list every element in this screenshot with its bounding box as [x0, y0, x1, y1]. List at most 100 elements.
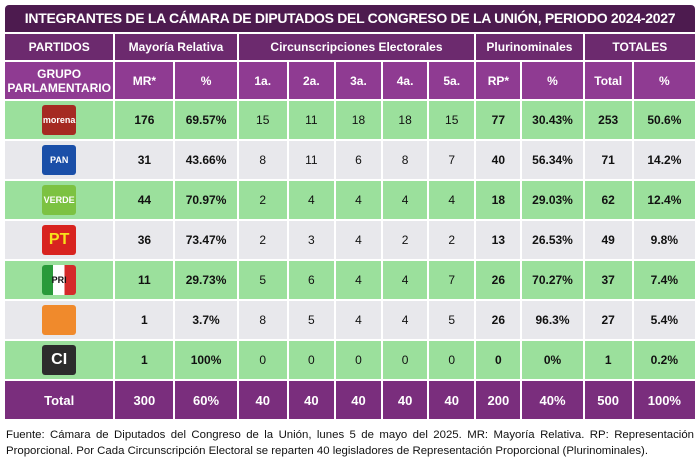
party-cell: CI	[5, 341, 114, 379]
value-cell: 26	[476, 301, 521, 339]
party-cell	[5, 301, 114, 339]
party-cell: PAN	[5, 141, 114, 179]
value-cell: 36	[115, 221, 174, 259]
value-cell: 4	[288, 181, 334, 219]
group-header-row: PARTIDOS Mayoría Relativa Circunscripcio…	[5, 34, 695, 60]
value-cell: 4	[335, 181, 382, 219]
value-cell: 11	[288, 101, 334, 139]
value-cell: 69.57%	[175, 101, 237, 139]
value-cell: 40	[476, 141, 521, 179]
value-cell: 0	[238, 341, 287, 379]
value-cell: 70.27%	[522, 261, 583, 299]
value-cell: 2	[238, 221, 287, 259]
sub-header-row: GRUPO PARLAMENTARIO MR*% 1a. 2a. 3a. 4a. 5a. RP…	[5, 62, 695, 99]
sub-header-cell: 1a.	[238, 62, 287, 99]
value-cell: 4	[429, 181, 475, 219]
value-cell: 4	[383, 261, 428, 299]
header-mayoria: Mayoría Relativa	[115, 34, 237, 60]
value-cell: 7	[429, 261, 475, 299]
value-cell: 77	[476, 101, 521, 139]
value-cell: 11	[115, 261, 174, 299]
total-value-cell: 60%	[175, 381, 237, 419]
value-cell: 18	[383, 101, 428, 139]
table-row: CI 1 100% 0 0 0 0 0 0 0% 1 0.2%	[5, 341, 695, 379]
table-row: 1 3.7% 8 5 4 4 5 26 96.3% 27 5.4%	[5, 301, 695, 339]
value-cell: 30.43%	[522, 101, 583, 139]
sub-header-cell: RP*	[476, 62, 521, 99]
total-value-cell: 300	[115, 381, 174, 419]
sub-header-cell: GRUPO PARLAMENTARIO	[5, 62, 114, 99]
value-cell: 3	[288, 221, 334, 259]
verde-logo-icon: VERDE	[42, 185, 77, 215]
value-cell: 70.97%	[175, 181, 237, 219]
value-cell: 9.8%	[633, 221, 695, 259]
table-row: PRI 11 29.73% 5 6 4 4 7 26 70.27% 37 7.4%	[5, 261, 695, 299]
value-cell: 31	[115, 141, 174, 179]
value-cell: 44	[115, 181, 174, 219]
value-cell: 50.6%	[633, 101, 695, 139]
header-plurinominales: Plurinominales	[476, 34, 583, 60]
value-cell: 2	[238, 181, 287, 219]
value-cell: 71	[584, 141, 632, 179]
total-value-cell: 100%	[633, 381, 695, 419]
total-label: Total	[5, 381, 114, 419]
party-cell: PRI	[5, 261, 114, 299]
value-cell: 253	[584, 101, 632, 139]
value-cell: 73.47%	[175, 221, 237, 259]
sub-header-cell: 5a.	[429, 62, 475, 99]
party-cell: VERDE	[5, 181, 114, 219]
sub-header-cell: %	[522, 62, 583, 99]
value-cell: 15	[238, 101, 287, 139]
value-cell: 27	[584, 301, 632, 339]
value-cell: 56.34%	[522, 141, 583, 179]
value-cell: 7	[429, 141, 475, 179]
value-cell: 62	[584, 181, 632, 219]
value-cell: 26	[476, 261, 521, 299]
value-cell: 2	[383, 221, 428, 259]
value-cell: 6	[288, 261, 334, 299]
value-cell: 11	[288, 141, 334, 179]
total-value-cell: 500	[584, 381, 632, 419]
value-cell: 0	[476, 341, 521, 379]
value-cell: 12.4%	[633, 181, 695, 219]
value-cell: 8	[238, 141, 287, 179]
value-cell: 1	[584, 341, 632, 379]
value-cell: 100%	[175, 341, 237, 379]
value-cell: 15	[429, 101, 475, 139]
value-cell: 2	[429, 221, 475, 259]
header-circunscripciones: Circunscripciones Electorales	[238, 34, 475, 60]
value-cell: 4	[383, 181, 428, 219]
party-cell: morena	[5, 101, 114, 139]
pt-logo-icon: PT	[42, 225, 77, 255]
total-value-cell: 40	[335, 381, 382, 419]
total-value-cell: 40	[238, 381, 287, 419]
total-row: Total 300 60% 40 40 40 40 40 200 40% 500 100%	[5, 381, 695, 419]
value-cell: 13	[476, 221, 521, 259]
sub-header-cell: 2a.	[288, 62, 334, 99]
table-row: PT 36 73.47% 2 3 4 2 2 13 26.53% 49 9.8%	[5, 221, 695, 259]
value-cell: 37	[584, 261, 632, 299]
total-value-cell: 40%	[522, 381, 583, 419]
value-cell: 0	[288, 341, 334, 379]
sub-header-cell: %	[175, 62, 237, 99]
sub-header-cell: 4a.	[383, 62, 428, 99]
sub-header-cell: MR*	[115, 62, 174, 99]
total-value-cell: 40	[383, 381, 428, 419]
value-cell: 8	[238, 301, 287, 339]
value-cell: 96.3%	[522, 301, 583, 339]
value-cell: 0	[429, 341, 475, 379]
sub-header-cell: 3a.	[335, 62, 382, 99]
value-cell: 26.53%	[522, 221, 583, 259]
table-title: INTEGRANTES DE LA CÁMARA DE DIPUTADOS DE…	[5, 5, 695, 32]
table-row: VERDE 44 70.97% 2 4 4 4 4 18 29.03% 62 12.4%	[5, 181, 695, 219]
value-cell: 0.2%	[633, 341, 695, 379]
party-cell: PT	[5, 221, 114, 259]
deputies-table-card: INTEGRANTES DE LA CÁMARA DE DIPUTADOS DE…	[5, 5, 695, 421]
ci-logo-icon: CI	[42, 345, 77, 375]
value-cell: 18	[335, 101, 382, 139]
value-cell: 43.66%	[175, 141, 237, 179]
value-cell: 29.03%	[522, 181, 583, 219]
table-row: morena 176 69.57% 15 11 18 18 15 77 30.43% 253 50.6…	[5, 101, 695, 139]
header-partidos: PARTIDOS	[5, 34, 114, 60]
value-cell: 5.4%	[633, 301, 695, 339]
